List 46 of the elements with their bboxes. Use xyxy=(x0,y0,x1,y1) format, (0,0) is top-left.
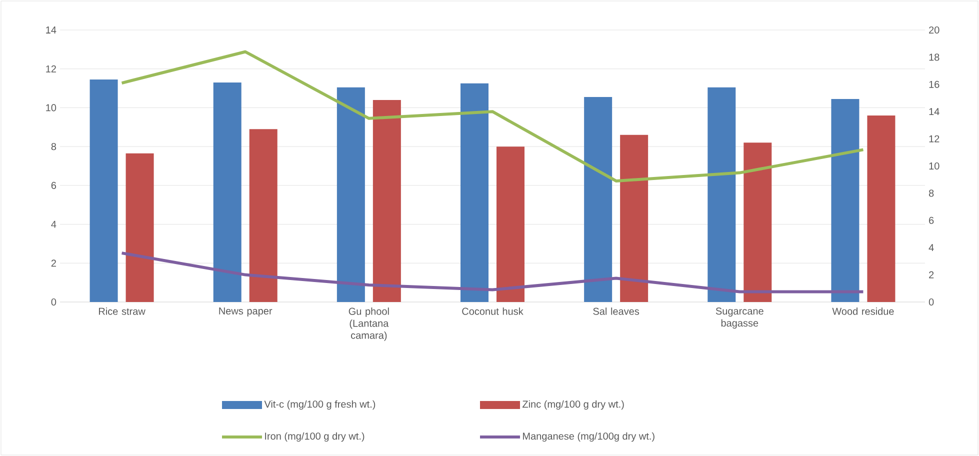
x-tick-label: Sugarcane bagasse xyxy=(716,308,764,329)
y-tick-label: 6 xyxy=(51,182,56,189)
bar xyxy=(213,82,242,302)
bar xyxy=(584,97,612,302)
bar xyxy=(126,153,154,302)
line-series xyxy=(120,252,865,294)
y-tick-label: 8 xyxy=(51,143,56,150)
x-tick-label: Gu phool (Lantana camara) xyxy=(348,308,389,341)
legend-label: Vit-c (mg/100 g fresh wt.) xyxy=(264,400,376,410)
x-tick-label: News paper xyxy=(219,308,272,316)
y-tick-label: 12 xyxy=(46,65,56,72)
y2-tick-label: 2 xyxy=(929,271,934,278)
y2-tick-label: 4 xyxy=(928,244,934,252)
y-tick-label: 4 xyxy=(51,220,56,228)
y2-tick-label: 16 xyxy=(929,80,940,88)
bar xyxy=(744,142,772,302)
bar xyxy=(336,87,365,302)
bar xyxy=(867,115,896,302)
x-tick-label: Rice straw xyxy=(98,308,146,315)
y2-tick-label: 8 xyxy=(928,190,934,197)
bar xyxy=(831,98,860,302)
y-tick-label: 10 xyxy=(46,104,56,112)
x-tick-label: Sal leaves xyxy=(593,308,640,315)
bar xyxy=(708,87,736,302)
bar xyxy=(496,146,525,302)
legend-label: Zinc (mg/100 g dry wt.) xyxy=(522,400,624,410)
legend-label: Iron (mg/100 g dry wt.) xyxy=(265,432,364,442)
x-tick-label: Coconut husk xyxy=(462,308,524,315)
x-tick-label: Wood residue xyxy=(832,308,894,315)
legend-label: Manganese (mg/100g dry wt.) xyxy=(523,432,654,442)
y2-tick-label: 14 xyxy=(929,108,940,116)
bar xyxy=(372,100,401,302)
y-tick-label: 14 xyxy=(46,26,56,34)
y2-tick-label: 6 xyxy=(929,216,934,224)
y2-tick-label: 10 xyxy=(929,162,940,170)
line-series xyxy=(120,50,865,182)
y-tick-label: 2 xyxy=(51,260,56,267)
y2-tick-label: 20 xyxy=(929,26,940,34)
bar xyxy=(620,134,648,302)
y2-tick-label: 18 xyxy=(929,54,940,61)
bar xyxy=(90,80,118,302)
y-tick-label: 0 xyxy=(51,298,56,306)
y2-tick-label: 12 xyxy=(929,135,940,142)
bar xyxy=(249,129,278,302)
y2-tick-label: 0 xyxy=(928,298,934,306)
bar xyxy=(460,83,488,302)
